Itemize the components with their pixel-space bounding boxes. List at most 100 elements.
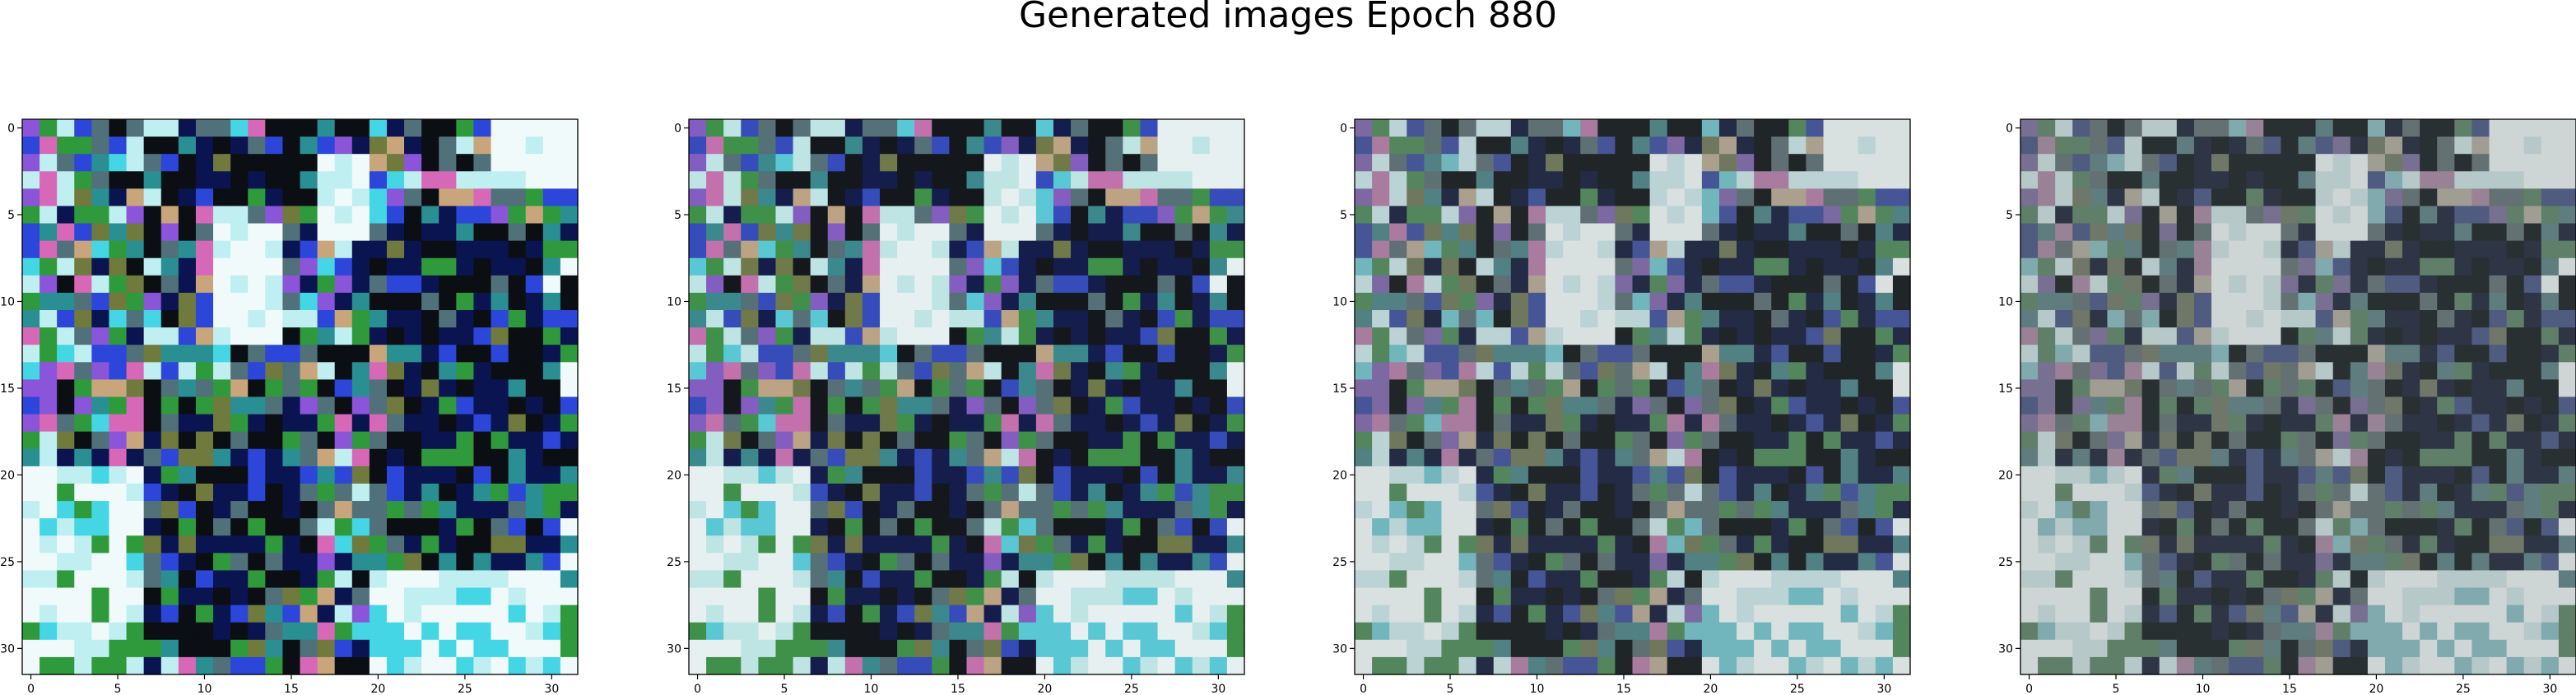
pixel-cell [1754,257,1772,276]
figure-title: Generated images Epoch 880 [1018,0,1558,36]
pixel-cell [1053,257,1072,276]
pixel-cell [1105,345,1123,363]
pixel-cell [1226,501,1245,519]
pixel-cell [2090,414,2109,433]
pixel-cell [775,518,794,536]
pixel-cell [2211,137,2230,155]
pixel-cell [508,518,527,536]
x-tick-label: 5 [781,683,788,695]
pixel-cell [473,483,492,502]
pixel-cell [334,587,353,606]
pixel-cell [57,570,75,589]
pixel-cell [2506,656,2525,675]
pixel-cell [351,275,370,294]
pixel-cell [932,327,950,345]
pixel-cell [2523,362,2542,380]
pixel-cell [1476,396,1495,415]
pixel-cell [983,171,1002,189]
pixel-cell [2471,466,2490,484]
pixel-cell [2332,362,2351,380]
pixel-cell [109,570,128,589]
pixel-cell [351,223,370,242]
pixel-cell [160,137,179,155]
pixel-cell [1053,535,1072,554]
pixel-cell [1105,292,1123,311]
pixel-cell [1510,206,1529,225]
pixel-cell [2541,310,2560,328]
pixel-cell [1771,501,1789,519]
pixel-cell [1157,553,1176,572]
pixel-cell [1476,570,1495,589]
pixel-cell [914,310,932,328]
pixel-cell [2072,501,2090,519]
pixel-cell [2471,275,2490,294]
pixel-cell [949,345,968,363]
pixel-cell [1476,292,1495,311]
pixel-cell [404,154,422,172]
pixel-cell [2193,327,2212,345]
pixel-cell [1615,171,1634,189]
pixel-cell [932,639,950,658]
pixel-cell [2211,535,2230,554]
pixel-cell [160,275,179,294]
pixel-cell [160,119,179,137]
pixel-cell [1615,535,1634,554]
pixel-cell [1580,171,1598,189]
pixel-cell [1580,622,1598,641]
pixel-cell [1441,223,1460,242]
pixel-cell [300,656,319,675]
pixel-cell [706,379,724,398]
pixel-cell [265,535,283,554]
pixel-cell [386,466,405,484]
pixel-cell [2229,414,2247,433]
pixel-cell [143,448,162,467]
pixel-cell [2229,240,2247,259]
pixel-cell [2090,639,2109,658]
pixel-cell [40,518,58,536]
pixel-cell [914,171,932,189]
pixel-cell [932,622,950,641]
pixel-cell [2229,587,2247,606]
pixel-cell [1771,379,1789,398]
pixel-cell [1372,240,1390,259]
pixel-cell [1701,448,1720,467]
pixel-cell [897,466,915,484]
pixel-cell [966,240,985,259]
pixel-cell [949,188,968,207]
pixel-cell [1053,396,1072,415]
pixel-cell [74,501,92,519]
pixel-cell [2298,362,2317,380]
pixel-cell [40,119,58,137]
pixel-cell [2141,570,2160,589]
pixel-cell [1226,483,1245,502]
pixel-cell [143,656,162,675]
pixel-cell [317,553,336,572]
pixel-cell [491,137,509,155]
pixel-cell [560,327,579,345]
pixel-cell [1001,292,1020,311]
pixel-cell [1441,431,1460,450]
pixel-cell [2541,535,2560,554]
pixel-cell [793,553,811,572]
pixel-cell [1372,639,1390,658]
pixel-cell [2315,414,2334,433]
pixel-cell [2176,206,2195,225]
pixel-cell [2454,553,2473,572]
pixel-cell [560,431,579,450]
pixel-cell [1754,431,1772,450]
pixel-cell [1441,119,1460,137]
pixel-cell [317,501,336,519]
pixel-cell [1123,188,1142,207]
pixel-cell [2211,587,2230,606]
pixel-cell [1071,379,1089,398]
pixel-cell [1001,362,1020,380]
pixel-cell [2124,275,2143,294]
pixel-cell [1546,275,1564,294]
pixel-cell [1788,518,1807,536]
pixel-cell [1071,587,1089,606]
pixel-cell [2384,466,2403,484]
pixel-cell [741,605,759,623]
pixel-cell [2506,275,2525,294]
y-tick-label: 15 [1332,382,1347,396]
